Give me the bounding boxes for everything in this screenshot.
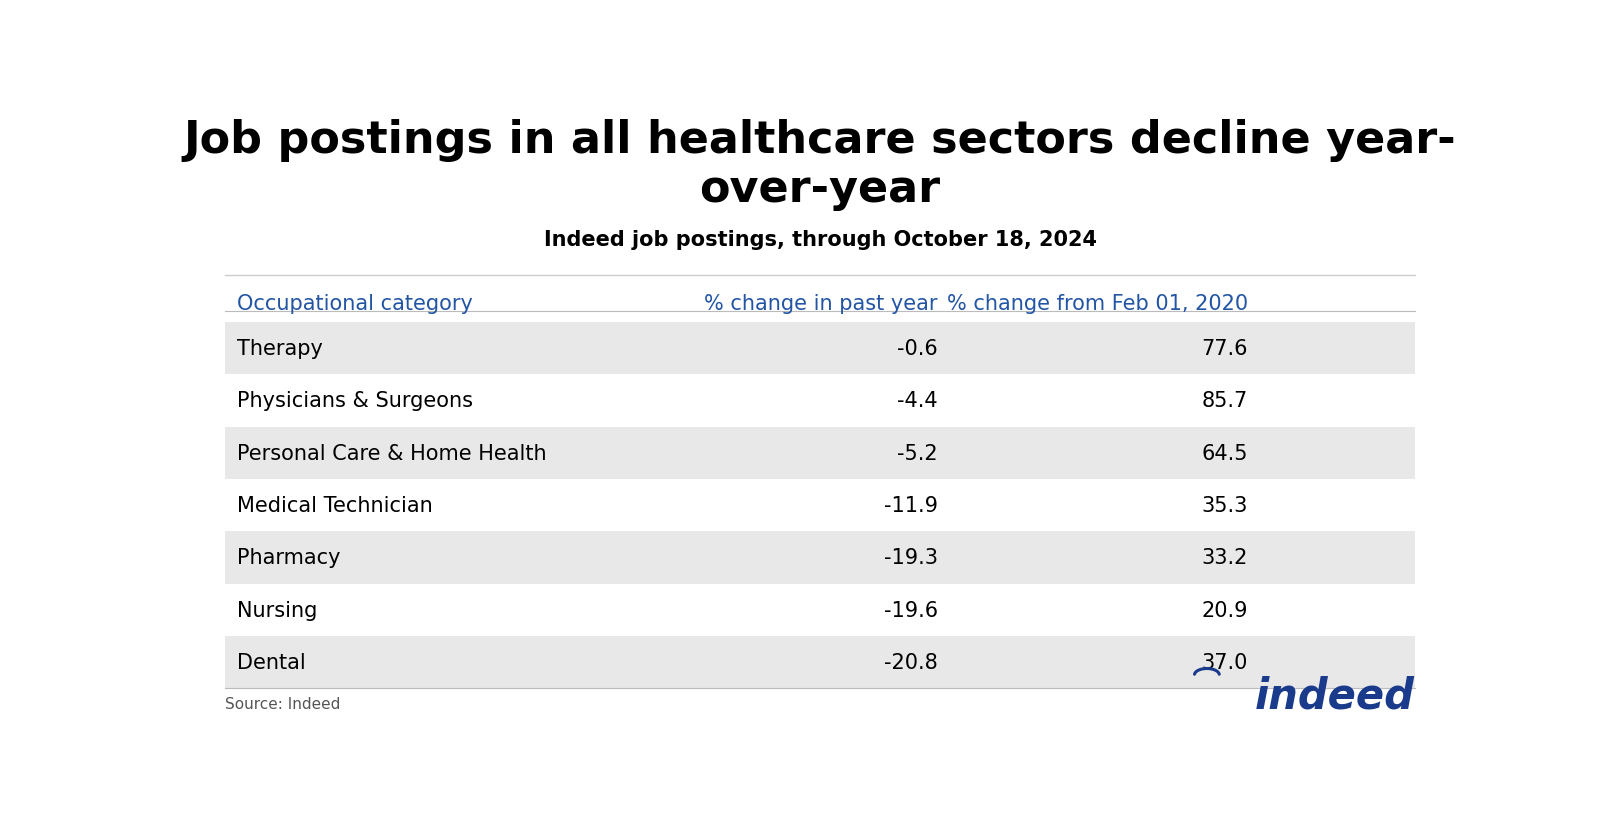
Text: 85.7: 85.7 <box>1202 391 1248 411</box>
Text: Nursing: Nursing <box>237 600 317 620</box>
Text: Source: Indeed: Source: Indeed <box>224 696 341 711</box>
Text: -19.6: -19.6 <box>883 600 938 620</box>
Text: % change from Feb 01, 2020: % change from Feb 01, 2020 <box>947 294 1248 314</box>
Text: % change in past year: % change in past year <box>704 294 938 314</box>
Text: Physicians & Surgeons: Physicians & Surgeons <box>237 391 474 411</box>
Text: 64.5: 64.5 <box>1202 443 1248 463</box>
FancyBboxPatch shape <box>224 427 1416 479</box>
Text: indeed: indeed <box>1254 675 1414 716</box>
Text: 35.3: 35.3 <box>1202 495 1248 516</box>
Text: Occupational category: Occupational category <box>237 294 474 314</box>
Text: Medical Technician: Medical Technician <box>237 495 434 516</box>
FancyBboxPatch shape <box>224 636 1416 688</box>
Text: -4.4: -4.4 <box>898 391 938 411</box>
Text: -11.9: -11.9 <box>883 495 938 516</box>
Text: Dental: Dental <box>237 652 306 672</box>
Text: Personal Care & Home Health: Personal Care & Home Health <box>237 443 547 463</box>
Text: 77.6: 77.6 <box>1202 339 1248 359</box>
Text: -0.6: -0.6 <box>898 339 938 359</box>
Text: 20.9: 20.9 <box>1202 600 1248 620</box>
Text: Therapy: Therapy <box>237 339 323 359</box>
Text: Pharmacy: Pharmacy <box>237 548 341 568</box>
FancyBboxPatch shape <box>224 532 1416 584</box>
Text: 33.2: 33.2 <box>1202 548 1248 568</box>
Text: 37.0: 37.0 <box>1202 652 1248 672</box>
Text: Indeed job postings, through October 18, 2024: Indeed job postings, through October 18,… <box>544 230 1096 250</box>
Text: Job postings in all healthcare sectors decline year-
over-year: Job postings in all healthcare sectors d… <box>184 118 1456 211</box>
Text: -5.2: -5.2 <box>898 443 938 463</box>
Text: -19.3: -19.3 <box>883 548 938 568</box>
Text: -20.8: -20.8 <box>885 652 938 672</box>
FancyBboxPatch shape <box>224 322 1416 375</box>
